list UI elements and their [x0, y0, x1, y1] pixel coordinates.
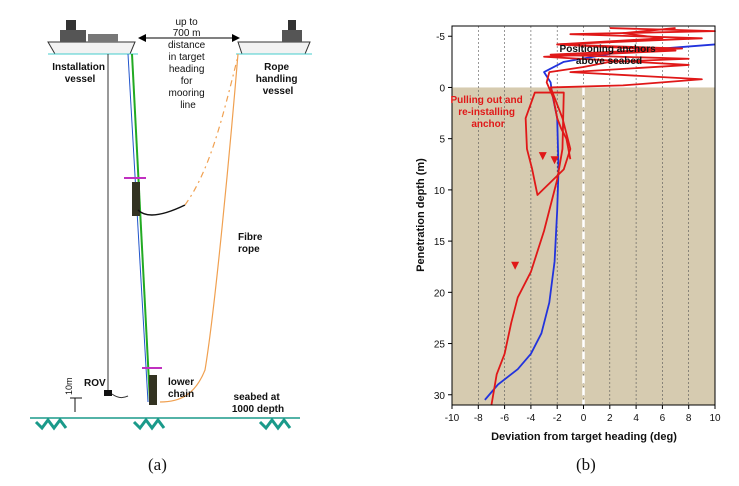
y-tick-label: -5	[436, 32, 445, 43]
caption-b: (b)	[576, 455, 596, 474]
seabed-anchors	[34, 417, 292, 431]
pulling-annotation: Pulling out and re-installing anchor	[451, 95, 526, 130]
distance-arrow	[138, 34, 240, 42]
y-tick-label: 15	[434, 237, 446, 248]
y-tick-label: 20	[434, 288, 446, 299]
rov-icon	[104, 390, 112, 396]
x-tick-label: 4	[633, 413, 639, 424]
upper-clamp	[124, 177, 146, 216]
caption-a: (a)	[148, 455, 167, 474]
height-marker-label: 10m	[64, 377, 74, 395]
rov-tether	[111, 393, 129, 399]
y-tick-label: 10	[434, 186, 446, 197]
y-tick-label: 25	[434, 340, 446, 351]
installation-vessel-icon	[47, 20, 138, 55]
positioning-annotation: Positioning anchors above seabed	[560, 44, 659, 67]
installation-vessel-label: Installation vessel	[52, 62, 108, 85]
heading-deviation-chart: -10 -8 -6 -4 -2 0 2 4 6 8 10 -5 0 5 10 15 20 25 30 Positio…	[415, 25, 721, 443]
series-1-line	[484, 43, 716, 401]
x-tick-label: 0	[581, 413, 587, 424]
mooring-installation-diagram: up to 700 m distance in target heading f…	[30, 17, 312, 431]
lower-chain-label: lower chain	[168, 377, 197, 400]
x-tick-label: 6	[660, 413, 666, 424]
x-tick-label: 8	[686, 413, 692, 424]
y-axis-label: Penetration depth (m)	[415, 158, 427, 272]
upper-chain	[137, 204, 186, 216]
direction-arrow-2	[550, 156, 559, 165]
x-axis-label: Deviation from target heading (deg)	[491, 431, 677, 443]
installation-wire-blue	[127, 53, 149, 403]
fibre-rope-label: Fibre rope	[238, 232, 265, 255]
installation-wire-green	[131, 53, 151, 403]
y-tick-label: 30	[434, 391, 446, 402]
x-tick-label: -10	[445, 413, 460, 424]
rov-label: ROV	[84, 378, 106, 389]
y-tick-label: 0	[439, 83, 445, 94]
lower-clamp	[142, 367, 162, 405]
x-tick-label: -4	[526, 413, 535, 424]
series-3-line	[545, 27, 690, 160]
rope-vessel-label: Rope handling vessel	[256, 62, 300, 97]
x-tick-label: -6	[500, 413, 509, 424]
direction-arrow-3	[511, 261, 520, 270]
x-tick-label: 10	[709, 413, 721, 424]
seabed-label: seabed at 1000 depth	[232, 392, 284, 415]
distance-note: up to 700 m distance in target heading f…	[168, 17, 208, 111]
y-tick-label: 5	[439, 135, 445, 146]
direction-arrow-1	[538, 152, 547, 161]
x-tick-label: -8	[474, 413, 483, 424]
rope-vessel-icon	[236, 20, 312, 55]
fibre-rope	[159, 53, 239, 403]
x-tick-label: -2	[553, 413, 562, 424]
x-tick-label: 2	[607, 413, 613, 424]
